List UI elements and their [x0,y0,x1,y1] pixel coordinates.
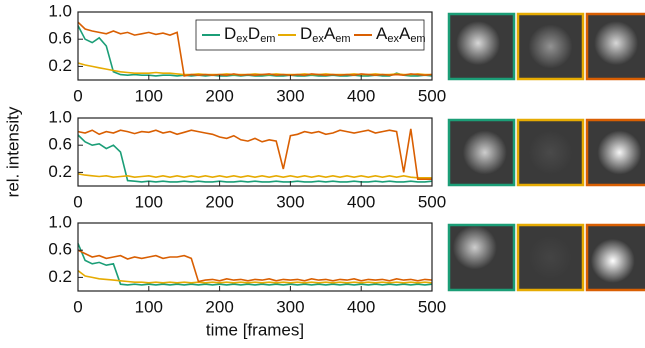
series-line [78,129,432,179]
thumbnail-spot [529,131,573,175]
thumbnail [448,119,515,186]
thumbnail [448,13,515,80]
y-tick-label: 0.2 [48,162,72,181]
y-tick-label: 1.0 [48,212,72,231]
x-tick-label: 0 [73,192,82,211]
y-axis-label: rel. intensity [3,106,22,197]
x-tick-label: 300 [276,86,304,105]
y-tick-label: 0.2 [48,267,72,286]
x-tick-label: 500 [418,297,446,316]
x-tick-label: 500 [418,192,446,211]
series-line [78,135,432,182]
thumbnail [517,13,584,80]
thumbnail-spot [529,25,573,69]
thumbnail-spot [463,131,507,175]
thumbnail [586,119,645,186]
x-tick-label: 100 [135,192,163,211]
thumbnail [448,224,515,291]
x-tick-label: 400 [347,192,375,211]
x-tick-label: 300 [276,192,304,211]
x-tick-label: 500 [418,86,446,105]
thumbnail-spot [598,131,642,175]
x-tick-label: 0 [73,297,82,316]
thumbnail-spot [453,225,497,269]
x-tick-label: 100 [135,297,163,316]
y-tick-label: 0.2 [48,56,72,75]
y-tick-label: 0.6 [48,240,72,259]
series-line [78,174,432,178]
series-line [78,250,432,281]
x-tick-label: 400 [347,86,375,105]
thumbnail-spot [594,21,638,65]
x-tick-label: 0 [73,86,82,105]
thumbnail-spot [529,236,573,280]
x-tick-label: 200 [205,192,233,211]
y-tick-label: 0.6 [48,29,72,48]
series-line [78,63,432,75]
thumbnail-spot [456,21,500,65]
thumbnail [586,13,645,80]
x-tick-label: 200 [205,86,233,105]
x-tick-label: 400 [347,297,375,316]
x-tick-label: 100 [135,86,163,105]
x-axis-label: time [frames] [206,320,304,339]
x-tick-label: 200 [205,297,233,316]
plot-frame [78,223,432,291]
thumbnail [517,119,584,186]
x-tick-label: 300 [276,297,304,316]
thumbnail [517,224,584,291]
y-tick-label: 0.6 [48,135,72,154]
figure: 0.20.61.00100200300400500DexDemDexAemAex… [0,0,645,348]
thumbnail [586,224,645,291]
y-tick-label: 1.0 [48,107,72,126]
y-tick-label: 1.0 [48,1,72,20]
series-line [78,271,432,283]
thumbnail-spot [591,239,635,283]
